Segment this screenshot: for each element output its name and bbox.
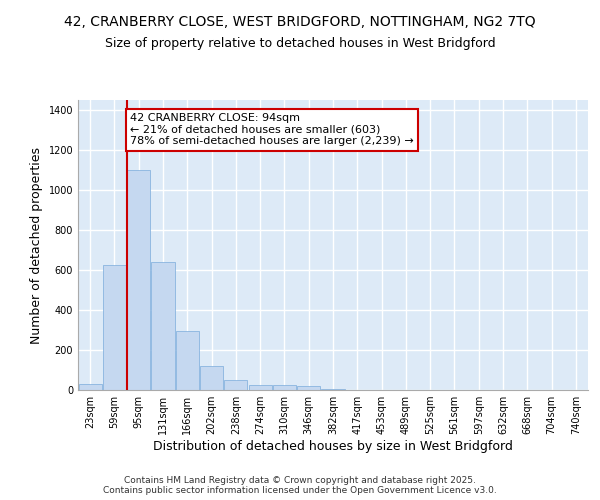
Text: 42 CRANBERRY CLOSE: 94sqm
← 21% of detached houses are smaller (603)
78% of semi: 42 CRANBERRY CLOSE: 94sqm ← 21% of detac… [130, 113, 414, 146]
Bar [151, 262, 175, 390]
Text: Size of property relative to detached houses in West Bridgford: Size of property relative to detached ho… [104, 38, 496, 51]
Y-axis label: Number of detached properties: Number of detached properties [30, 146, 43, 344]
Bar [127, 170, 150, 390]
X-axis label: Distribution of detached houses by size in West Bridgford: Distribution of detached houses by size … [153, 440, 513, 453]
Bar [200, 366, 223, 390]
Text: Contains HM Land Registry data © Crown copyright and database right 2025.
Contai: Contains HM Land Registry data © Crown c… [103, 476, 497, 495]
Bar [322, 389, 344, 390]
Bar [176, 331, 199, 390]
Bar [103, 265, 126, 390]
Bar [248, 385, 272, 390]
Text: 42, CRANBERRY CLOSE, WEST BRIDGFORD, NOTTINGHAM, NG2 7TQ: 42, CRANBERRY CLOSE, WEST BRIDGFORD, NOT… [64, 15, 536, 29]
Bar [297, 386, 320, 390]
Bar [224, 380, 247, 390]
Bar [79, 384, 101, 390]
Bar [273, 385, 296, 390]
